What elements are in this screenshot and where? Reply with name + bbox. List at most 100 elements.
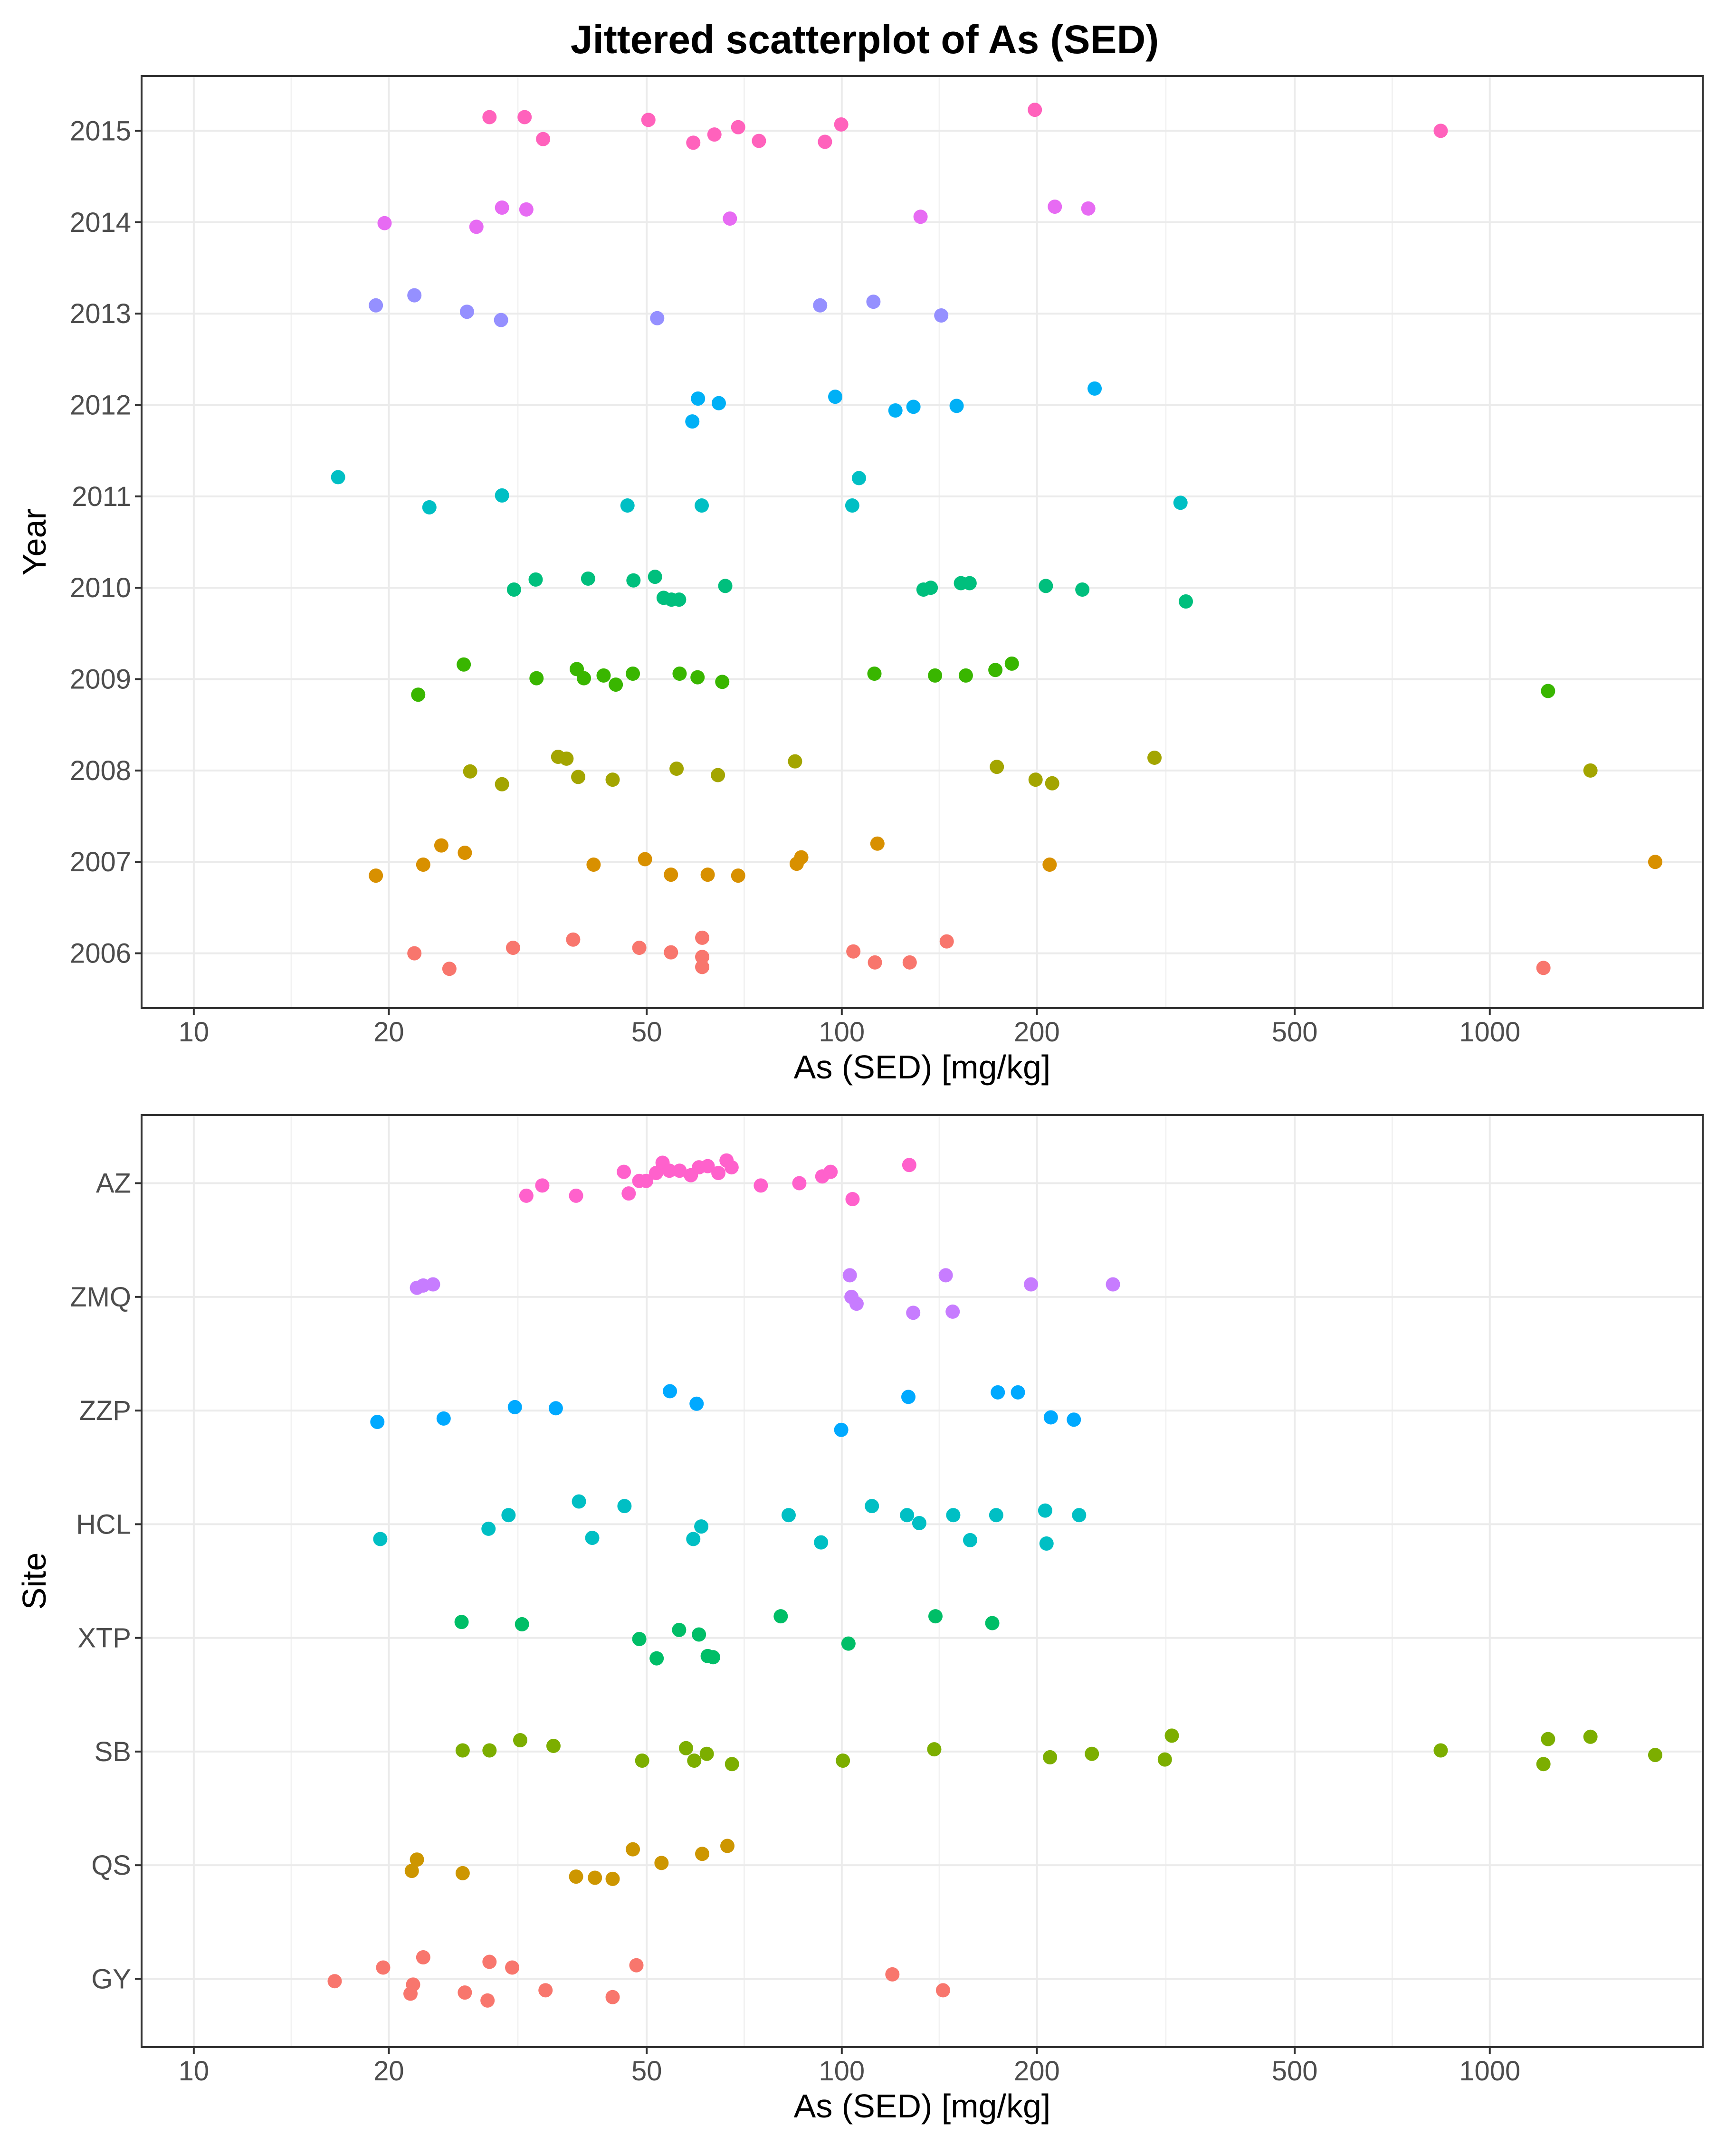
site-point-zmq	[945, 1304, 960, 1319]
year-point-2010	[962, 576, 977, 591]
site-point-xtp	[454, 1615, 469, 1630]
year-point-2006	[442, 962, 457, 976]
year-point-2011	[851, 471, 866, 486]
site-point-az	[672, 1163, 687, 1178]
site-point-hcl	[989, 1508, 1003, 1523]
site-point-sb	[687, 1754, 702, 1768]
site-x-tick-label: 50	[631, 2056, 662, 2087]
site-point-zzp	[663, 1384, 677, 1399]
site-point-sb	[1583, 1729, 1598, 1744]
year-point-2009	[690, 670, 705, 685]
site-point-hcl	[814, 1535, 829, 1550]
year-point-2008	[1045, 776, 1059, 791]
year-x-tick-label: 200	[1014, 1017, 1060, 1048]
site-x-tick-label: 200	[1014, 2056, 1060, 2087]
site-y-tick-label: SB	[95, 1736, 131, 1767]
year-y-tick-label: 2015	[70, 115, 131, 146]
site-panel-background	[142, 1115, 1703, 2047]
site-point-hcl	[501, 1508, 516, 1523]
year-point-2007	[458, 846, 472, 860]
year-point-2010	[581, 571, 595, 586]
site-point-zmq	[1106, 1277, 1120, 1292]
year-x-axis-title: As (SED) [mg/kg]	[794, 1048, 1051, 1086]
year-point-2014	[1048, 200, 1062, 214]
site-point-qs	[654, 1856, 669, 1870]
site-x-tick-label: 100	[819, 2056, 865, 2087]
year-point-2010	[672, 592, 687, 607]
site-point-hcl	[617, 1499, 632, 1514]
year-point-2007	[434, 838, 448, 853]
site-point-zzp	[548, 1401, 563, 1416]
site-point-sb	[1536, 1757, 1551, 1772]
site-point-az	[845, 1192, 860, 1207]
site-point-gy	[416, 1950, 430, 1964]
year-panel-background	[142, 76, 1703, 1008]
site-y-tick-label: ZMQ	[70, 1282, 131, 1313]
year-point-2009	[928, 668, 943, 683]
site-point-sb	[513, 1733, 527, 1747]
site-x-tick-label: 10	[179, 2056, 210, 2087]
site-point-az	[724, 1160, 739, 1175]
year-point-2015	[517, 110, 532, 124]
year-point-2013	[407, 288, 422, 303]
year-point-2011	[422, 500, 437, 515]
site-point-hcl	[481, 1521, 496, 1536]
site-point-az	[535, 1178, 550, 1193]
year-point-2008	[669, 762, 684, 776]
site-point-hcl	[946, 1508, 961, 1523]
site-point-qs	[588, 1870, 602, 1885]
year-point-2006	[695, 950, 710, 964]
year-point-2011	[695, 498, 709, 513]
site-point-az	[519, 1188, 534, 1203]
site-point-gy	[327, 1974, 342, 1989]
year-point-2006	[632, 941, 647, 955]
year-point-2015	[707, 127, 722, 142]
site-point-gy	[480, 1993, 495, 2008]
site-point-hcl	[900, 1508, 915, 1523]
year-point-2009	[457, 657, 471, 672]
year-point-2015	[818, 134, 832, 149]
site-point-sb	[455, 1743, 470, 1758]
site-point-sb	[1043, 1750, 1058, 1764]
year-point-2010	[528, 572, 543, 587]
year-point-2007	[416, 858, 430, 872]
site-point-qs	[720, 1839, 735, 1853]
year-x-tick-label: 100	[819, 1017, 865, 1048]
site-point-zzp	[1043, 1410, 1058, 1425]
year-point-2012	[949, 399, 964, 413]
year-point-2014	[1081, 201, 1096, 216]
site-point-gy	[458, 1985, 472, 2000]
year-point-2015	[1433, 124, 1448, 138]
year-point-2009	[596, 668, 611, 683]
year-point-2015	[834, 117, 849, 132]
site-point-az	[754, 1178, 768, 1193]
year-point-2010	[626, 573, 641, 588]
year-point-2006	[695, 960, 710, 974]
site-point-sb	[1433, 1743, 1448, 1758]
year-point-2015	[536, 132, 551, 146]
year-point-2012	[685, 414, 700, 429]
site-point-az	[711, 1166, 726, 1181]
year-point-2011	[845, 498, 859, 513]
site-x-axis-title: As (SED) [mg/kg]	[794, 2087, 1051, 2125]
year-point-2008	[463, 764, 477, 779]
site-panel-border	[141, 1114, 1704, 2048]
year-point-2009	[577, 671, 591, 686]
year-y-tick-label: 2014	[70, 207, 131, 238]
site-point-zzp	[370, 1415, 385, 1430]
year-point-2010	[1039, 579, 1053, 593]
site-point-zzp	[901, 1390, 916, 1404]
site-point-sb	[546, 1738, 561, 1753]
year-point-2006	[1536, 961, 1551, 975]
site-point-az	[792, 1176, 807, 1191]
site-point-zzp	[1011, 1385, 1025, 1400]
year-point-2009	[1004, 656, 1019, 671]
site-x-tick-label: 500	[1272, 2056, 1318, 2087]
year-point-2009	[867, 666, 882, 681]
year-point-2007	[664, 867, 678, 882]
site-point-sb	[1541, 1732, 1555, 1746]
year-point-2013	[934, 308, 949, 323]
site-point-sb	[699, 1746, 714, 1761]
site-point-gy	[376, 1960, 391, 1975]
